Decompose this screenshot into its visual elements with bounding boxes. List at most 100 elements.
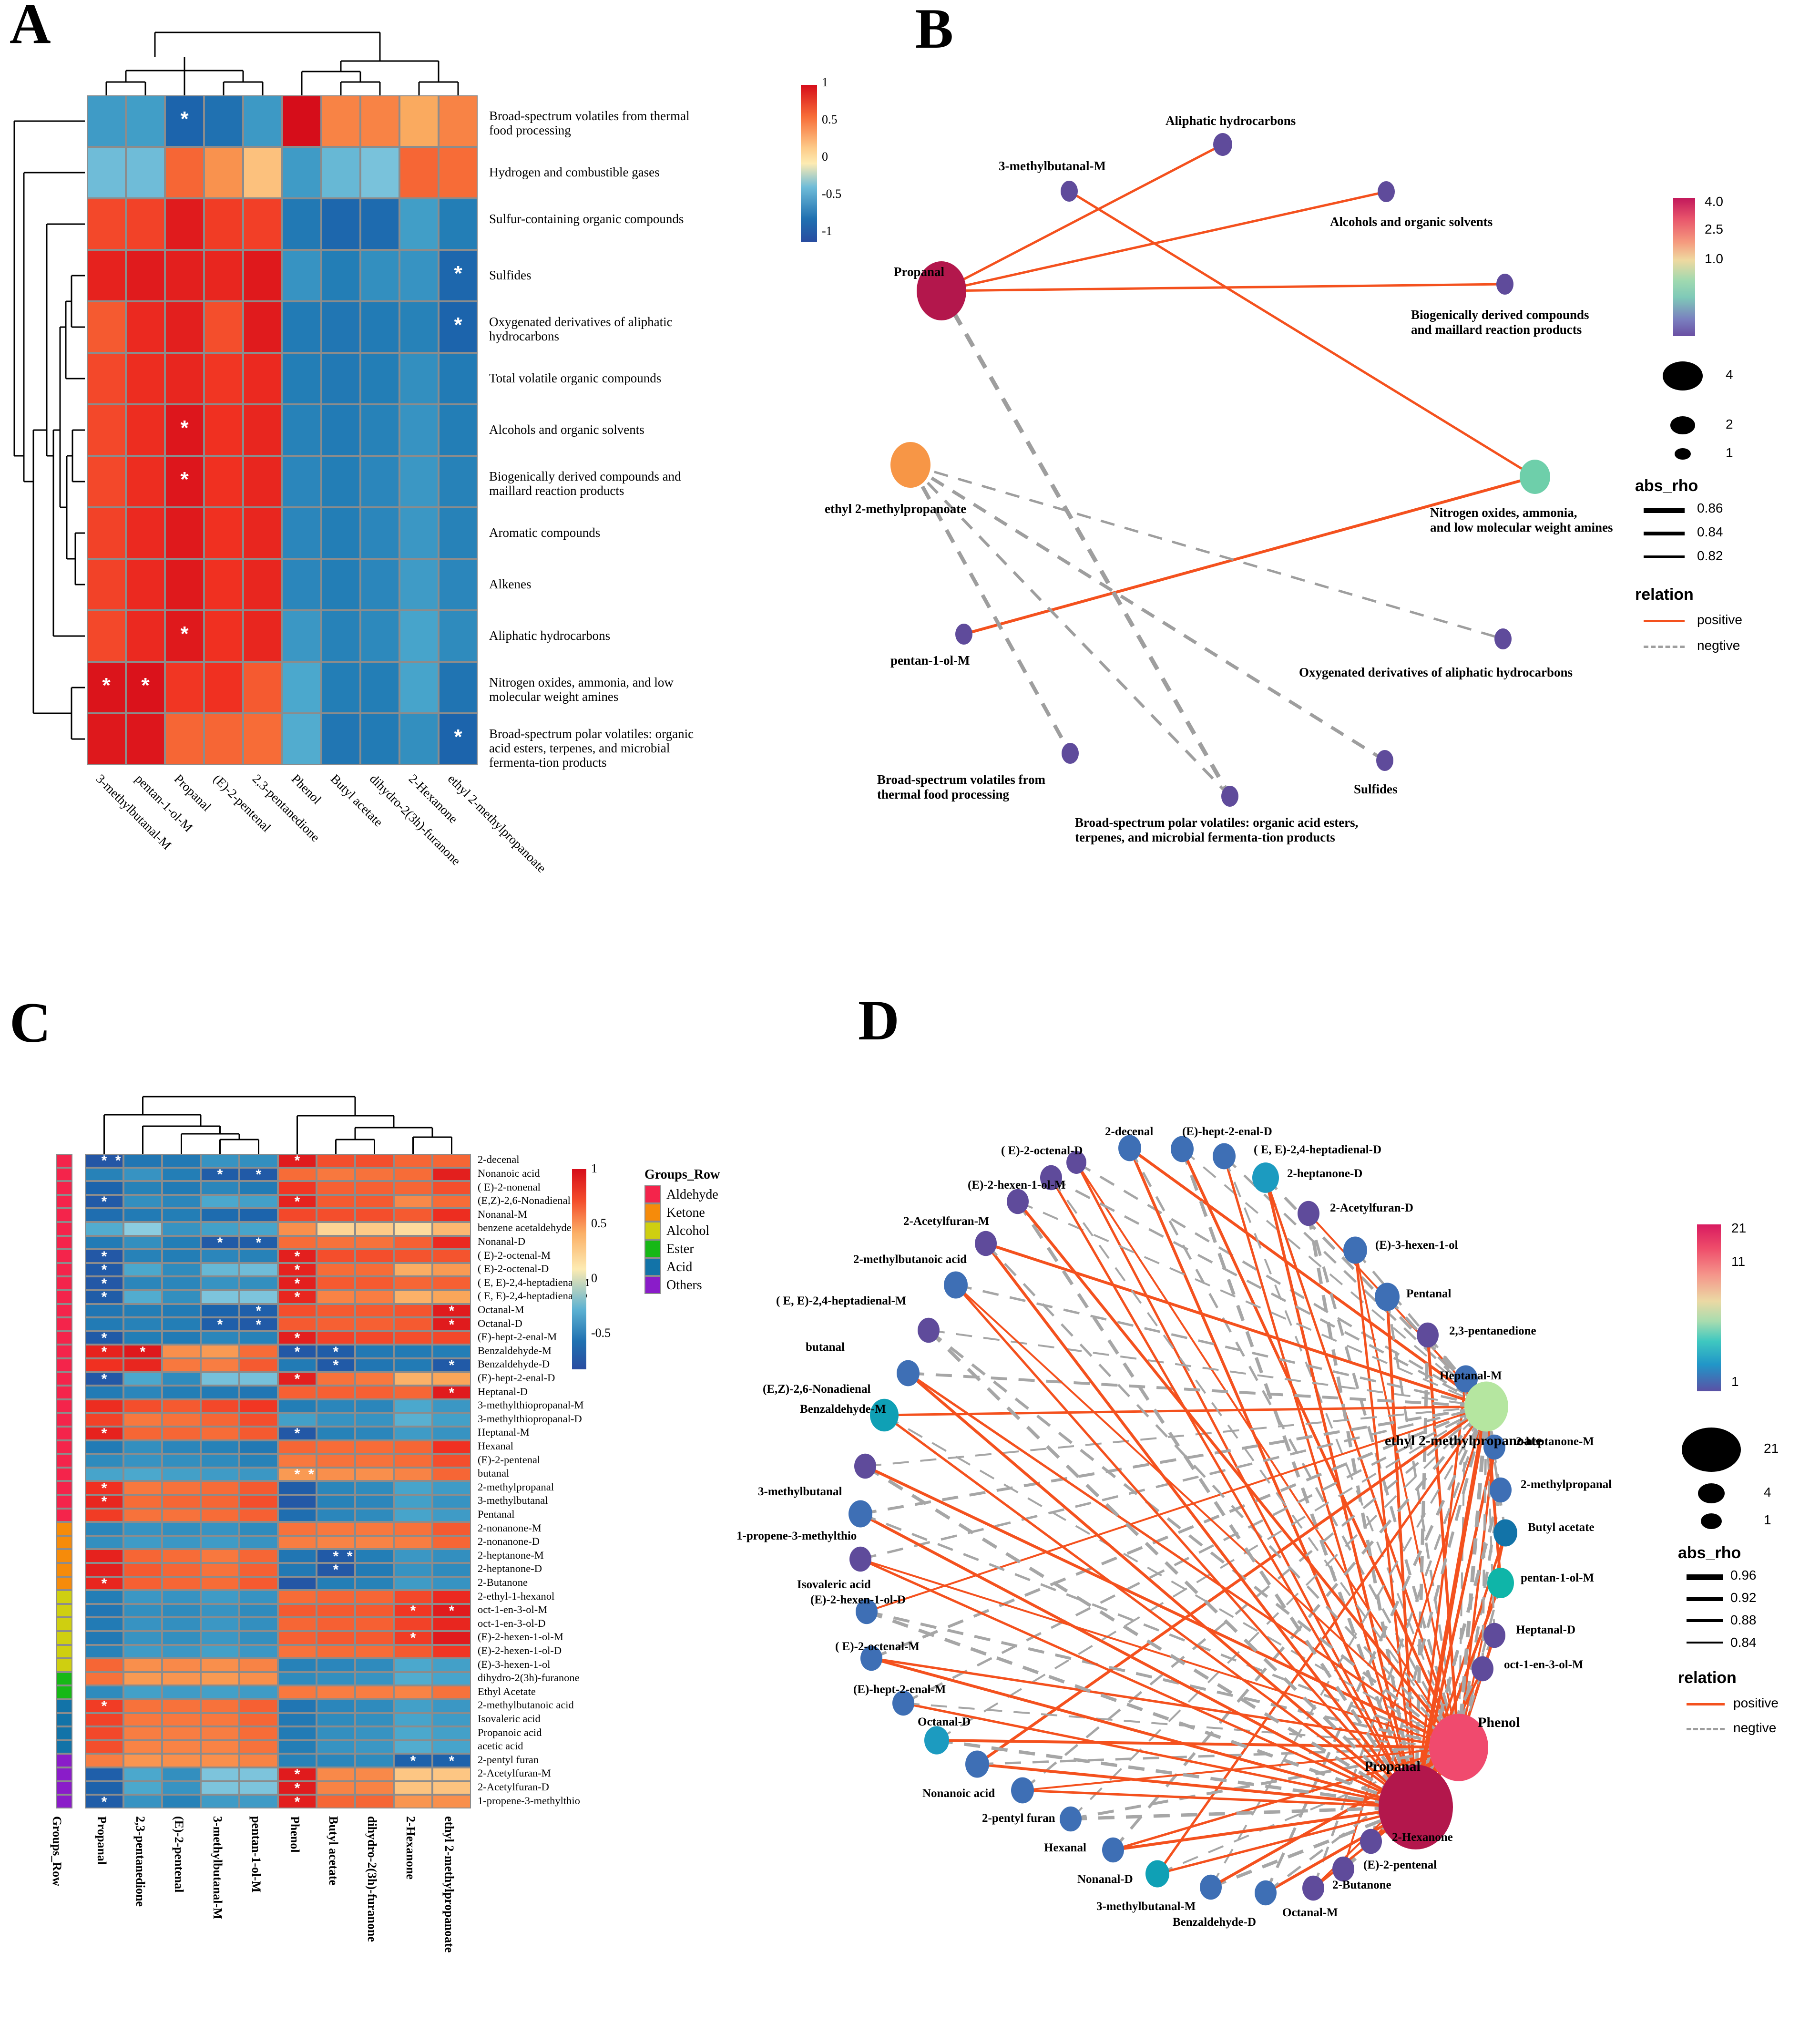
heatmap-cell [394,1454,432,1468]
network-node[interactable] [1520,460,1550,494]
heatmap-cell [123,1535,162,1550]
abs-rho-legend-label: 0.96 [1730,1568,1757,1582]
network-node[interactable] [1060,1806,1082,1832]
network-node[interactable] [1213,1143,1236,1170]
row-group-swatch [56,1713,72,1727]
network-node[interactable] [1360,1829,1382,1854]
heatmap-cell [204,353,243,404]
network-node[interactable] [1302,1875,1324,1901]
heatmap-cell [239,1590,278,1604]
size-legend-label: 1 [1726,445,1733,460]
heatmap-row-label: Sulfides [489,268,532,282]
heatmap-cell [432,1603,471,1618]
network-node[interactable] [1221,786,1238,807]
network-node[interactable] [1200,1874,1222,1900]
heatmap-cell [162,1508,201,1522]
heatmap-cell [317,1454,355,1468]
heatmap-cell [201,1549,239,1563]
heatmap-row-label: Aliphatic hydrocarbons [489,628,611,643]
heatmap-cell [201,1522,239,1536]
network-node-label: 3-methylbutanal [758,1485,842,1498]
row-group-swatch [56,1304,72,1318]
heatmap-cell [399,507,439,559]
heatmap-cell [204,95,243,147]
heatmap-cell [355,1290,394,1304]
network-node[interactable] [1061,181,1078,202]
network-node[interactable] [1007,1189,1029,1214]
relation-legend-line [1687,1703,1725,1705]
heatmap-cell [432,1713,471,1727]
network-node[interactable] [1343,1236,1367,1264]
heatmap-cell [278,1617,317,1631]
heatmap-cell [439,507,478,559]
network-node[interactable] [1494,628,1512,649]
network-node[interactable] [965,1750,989,1778]
heatmap-cell [243,713,282,765]
network-node[interactable] [1417,1322,1439,1348]
network-node[interactable] [1487,1568,1514,1598]
network-node[interactable] [1464,1381,1508,1432]
heatmap-cell [394,1467,432,1481]
network-node[interactable] [849,1500,872,1528]
heatmap-cell [432,1317,471,1331]
network-node[interactable] [1496,274,1513,295]
network-node-label: (E,Z)-2,6-Nonadienal [763,1383,871,1396]
heatmap-cell [432,1413,471,1427]
heatmap-cell [355,1631,394,1645]
network-node[interactable] [1213,133,1232,156]
network-node[interactable] [1145,1860,1169,1888]
network-node[interactable] [924,1726,949,1755]
heatmap-cell [239,1740,278,1754]
heatmap-cell [355,1508,394,1522]
heatmap-cell [87,662,126,713]
network-node-label: (E)-2-pentenal [1363,1859,1437,1871]
network-node[interactable] [1011,1777,1034,1804]
network-node[interactable] [1062,743,1079,764]
heatmap-cell [85,1740,123,1754]
network-node[interactable] [1472,1656,1493,1682]
network-node[interactable] [917,261,966,320]
network-node-label: Benzaldehyde-D [1173,1916,1256,1929]
network-node[interactable] [1255,1880,1277,1906]
network-node[interactable] [849,1546,871,1572]
network-node[interactable] [1298,1201,1319,1226]
network-node[interactable] [1171,1136,1194,1162]
network-node[interactable] [1490,1477,1512,1503]
network-node[interactable] [1378,181,1395,202]
heatmap-cell [278,1658,317,1672]
network-node[interactable] [897,1360,920,1387]
network-edge [864,1465,1460,1749]
network-node[interactable] [975,1231,997,1256]
heatmap-cell [432,1576,471,1591]
network-node[interactable] [918,1317,940,1343]
network-node[interactable] [1493,1519,1517,1547]
network-node-label: Pentanal [1406,1287,1452,1300]
heatmap-cell [439,713,478,765]
network-node[interactable] [1118,1135,1141,1161]
heatmap-cell [239,1304,278,1318]
heatmap-cell [317,1672,355,1686]
network-node[interactable] [1483,1623,1505,1648]
heatmap-cell [278,1685,317,1699]
network-node[interactable] [1376,750,1393,771]
network-node[interactable] [1332,1856,1354,1882]
heatmap-cell [85,1495,123,1509]
network-node[interactable] [1375,1283,1400,1311]
heatmap-cell [317,1713,355,1727]
row-group-swatch [56,1399,72,1413]
abs-rho-legend-line [1644,508,1685,513]
network-node[interactable] [854,1453,876,1479]
heatmap-cell [321,559,360,610]
network-node[interactable] [1252,1162,1279,1193]
network-node[interactable] [955,624,972,645]
network-node[interactable] [1102,1837,1124,1863]
heatmap-cell [123,1208,162,1222]
row-group-swatch [56,1576,72,1591]
row-group-swatch [56,1154,72,1168]
heatmap-cell [399,250,439,301]
network-node[interactable] [944,1271,968,1299]
network-node[interactable] [890,442,930,488]
row-group-swatch [56,1726,72,1740]
heatmap-row-label: Broad-spectrum volatiles from thermal fo… [489,109,690,138]
heatmap-row-label: Total volatile organic compounds [489,371,662,385]
